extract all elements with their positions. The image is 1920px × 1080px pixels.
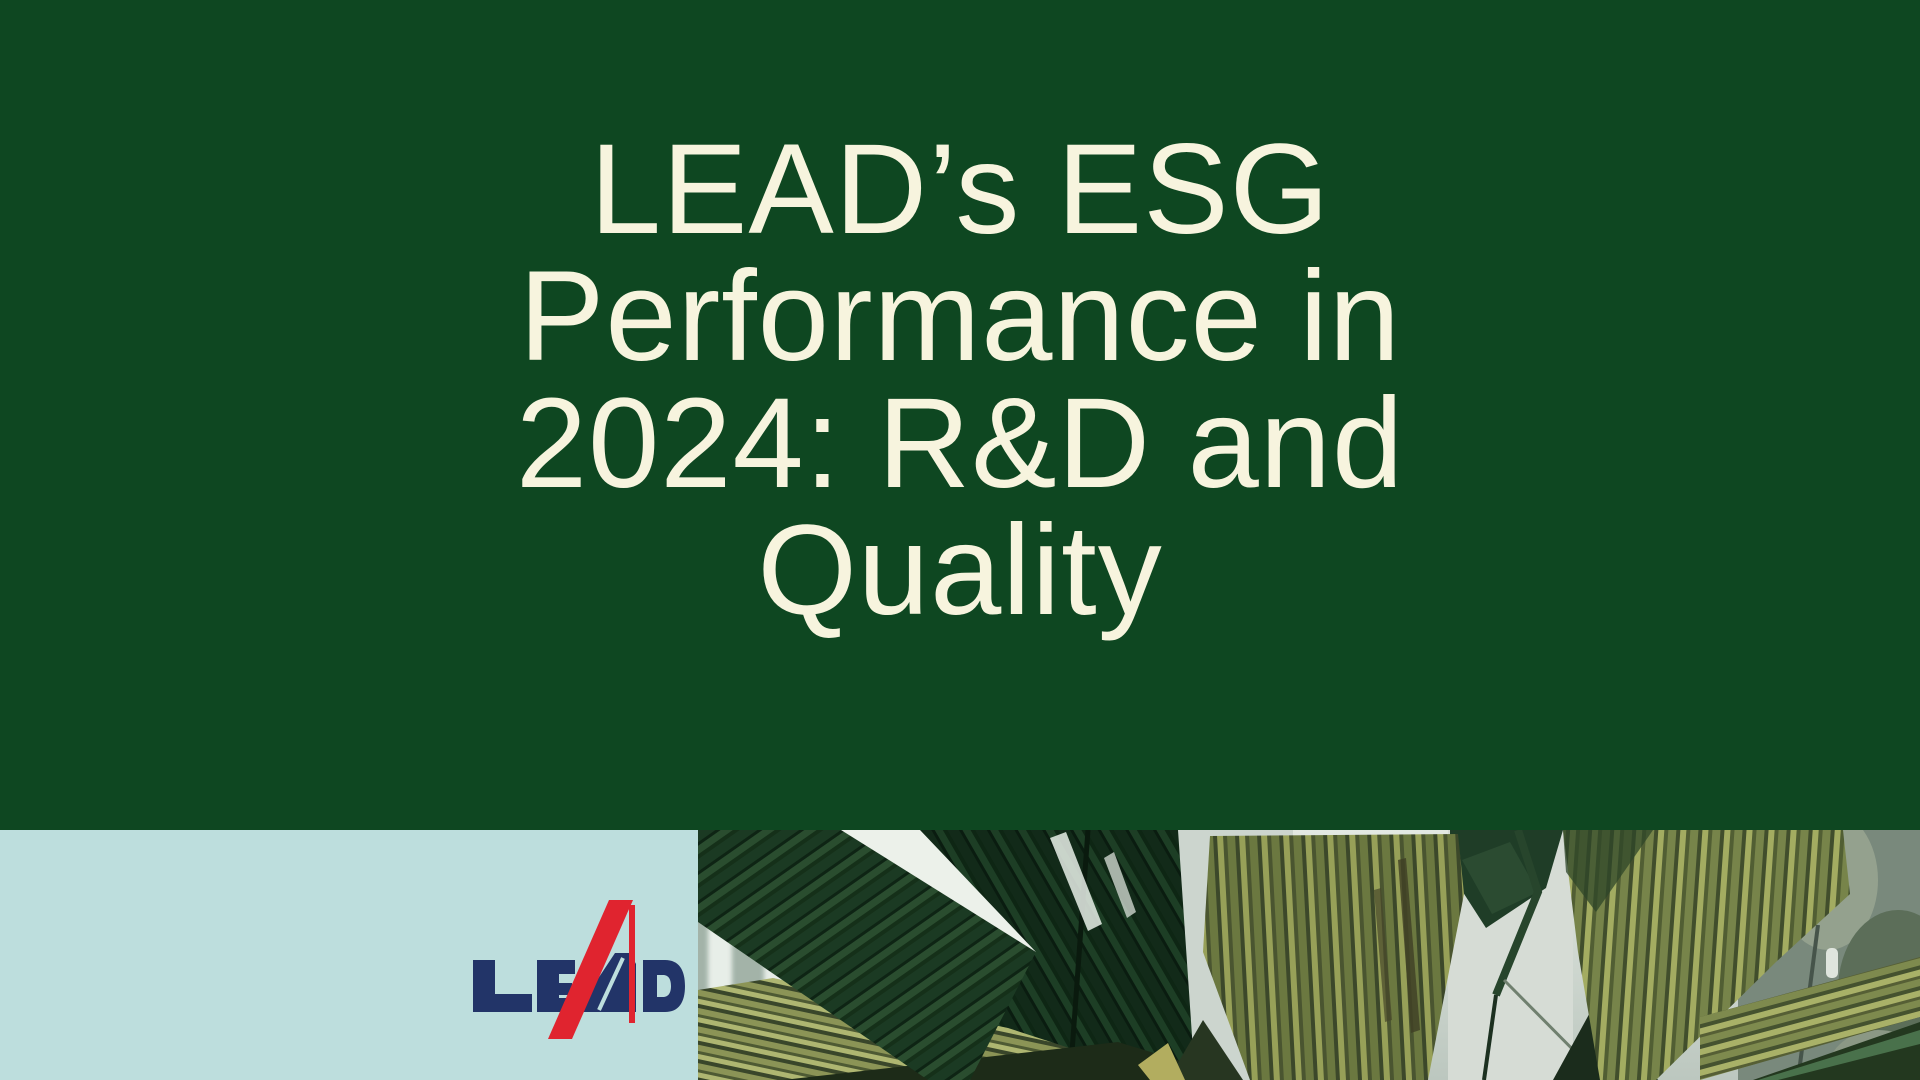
dark-leaf-tip-1 [1168, 1020, 1243, 1080]
logo-letter-a [576, 953, 636, 1012]
palm-frond-midrib [1067, 830, 1091, 1080]
logo-letter-l [473, 960, 532, 1012]
green-rail-bar [1758, 1030, 1920, 1080]
fan-leaf-1 [1203, 834, 1464, 1080]
title-line-1: LEAD’s ESG [589, 118, 1331, 261]
logo-letter-d [643, 960, 685, 1012]
logo-red-stroke [629, 905, 635, 1023]
bottom-band: LEAD [0, 830, 1920, 1080]
diagonal-leaf-band [1700, 957, 1920, 1080]
palm-leaves-photo [698, 830, 1920, 1080]
slide-title: LEAD’s ESG Performance in 2024: R&D and … [0, 118, 1920, 642]
title-line-4: Quality [757, 499, 1163, 642]
dark-corner [1753, 1022, 1920, 1080]
lead-logo [473, 900, 685, 1039]
yellow-leaf-tip [1138, 1043, 1185, 1080]
logo-letter-e [537, 960, 575, 1012]
glass-sliver-2 [1104, 852, 1136, 918]
logo-slash [548, 900, 633, 1039]
title-line-2: Performance in [519, 245, 1401, 388]
palm-frond-left-blade [698, 830, 1036, 1080]
fan-leaf-2 [1563, 830, 1850, 1080]
title-line-3: 2024: R&D and [515, 372, 1405, 515]
dark-under-blade [783, 1042, 1243, 1080]
aroid-leaf [1450, 830, 1605, 1080]
glass-sliver-1 [1050, 832, 1102, 931]
logo-panel: LEAD [0, 830, 698, 1080]
